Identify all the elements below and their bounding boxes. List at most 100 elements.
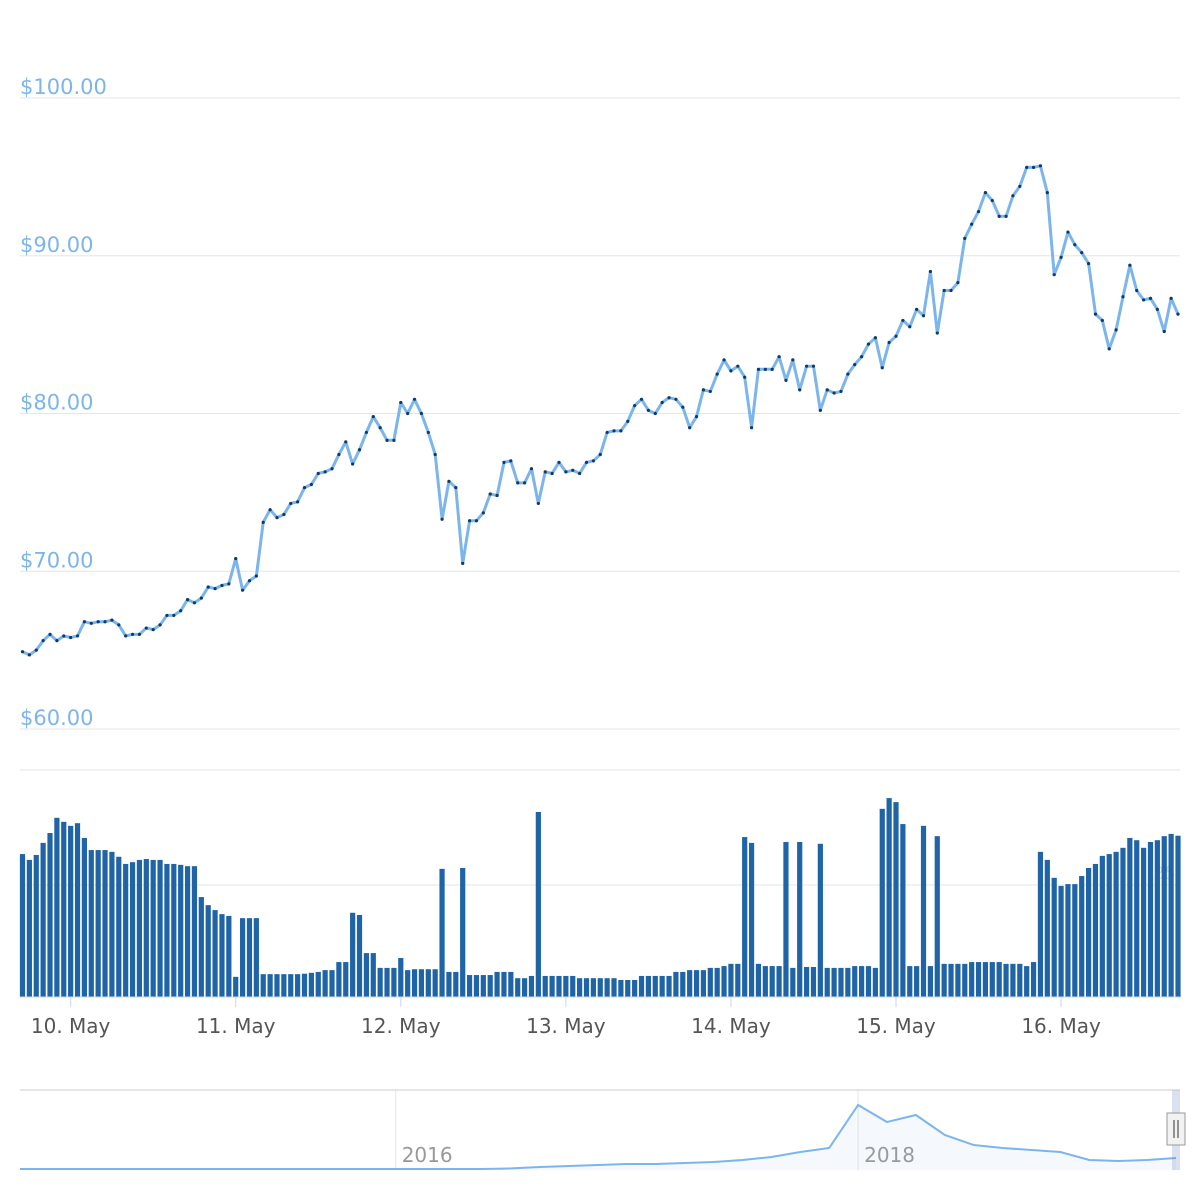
price-marker xyxy=(454,486,458,490)
price-marker xyxy=(179,609,183,613)
price-marker xyxy=(653,411,657,416)
price-marker xyxy=(915,307,919,311)
volume-bar xyxy=(659,975,665,997)
volume-bar xyxy=(1120,847,1126,997)
volume-bar xyxy=(164,863,170,997)
volume-bar xyxy=(480,975,486,997)
price-marker xyxy=(949,288,953,293)
volume-bar xyxy=(150,859,156,997)
volume-bar xyxy=(852,966,858,997)
volume-bar xyxy=(157,859,163,997)
volume-bar xyxy=(198,897,204,997)
volume-bar xyxy=(975,962,982,997)
volume-bar xyxy=(748,842,755,997)
navigator-label: 2018 xyxy=(864,1143,915,1167)
price-marker xyxy=(110,618,114,622)
price-marker xyxy=(784,378,788,382)
price-marker xyxy=(495,493,499,498)
price-marker xyxy=(1011,194,1015,198)
price-marker xyxy=(344,440,348,444)
volume-bar xyxy=(590,978,596,997)
price-marker xyxy=(1031,165,1036,170)
price-marker xyxy=(41,639,45,643)
price-marker xyxy=(130,632,135,636)
price-marker xyxy=(1004,214,1008,218)
price-marker xyxy=(1142,298,1146,302)
volume-bar xyxy=(528,975,535,997)
price-marker xyxy=(736,364,740,368)
price-marker xyxy=(956,280,960,285)
y-tick-label: $100.00 xyxy=(20,75,107,99)
price-marker xyxy=(227,582,231,586)
price-marker xyxy=(55,639,59,643)
price-marker xyxy=(1176,312,1180,316)
volume-bar xyxy=(542,975,548,997)
price-marker xyxy=(144,626,148,630)
price-marker xyxy=(82,620,87,624)
volume-bar xyxy=(645,975,651,997)
price-marker xyxy=(701,388,706,392)
price-marker xyxy=(804,364,809,368)
price-marker xyxy=(983,191,988,195)
price-marker xyxy=(846,372,850,376)
volume-bar xyxy=(425,969,431,997)
volume-bar xyxy=(1127,837,1133,997)
volume-bar xyxy=(900,824,906,997)
price-marker xyxy=(461,561,465,565)
price-marker xyxy=(825,388,829,392)
price-marker xyxy=(426,430,430,435)
volume-bar xyxy=(267,974,273,997)
price-marker xyxy=(316,471,320,476)
price-marker xyxy=(674,397,678,401)
volume-bar xyxy=(1037,851,1044,997)
volume-bar xyxy=(460,867,466,997)
volume-bar xyxy=(597,978,603,997)
price-marker xyxy=(749,426,754,430)
volume-bar xyxy=(136,859,143,997)
volume-bar xyxy=(81,837,88,997)
price-marker xyxy=(770,367,774,371)
volume-bar xyxy=(109,851,115,997)
volume-bar xyxy=(714,967,720,997)
volume-bar xyxy=(934,836,940,997)
price-marker xyxy=(247,579,252,583)
price-marker xyxy=(763,367,767,371)
price-marker xyxy=(357,448,362,452)
volume-bar xyxy=(329,970,335,997)
price-marker xyxy=(1100,318,1104,323)
volume-bar xyxy=(219,914,225,997)
volume-bar xyxy=(1113,851,1119,997)
price-marker xyxy=(729,369,733,373)
volume-bar xyxy=(88,850,94,997)
x-tick-label: 12. May xyxy=(361,1014,441,1038)
volume-bar xyxy=(363,953,369,997)
price-marker xyxy=(694,415,699,419)
volume-bar xyxy=(556,975,562,997)
volume-bar xyxy=(673,971,679,997)
price-marker xyxy=(1121,295,1125,299)
volume-bar xyxy=(831,967,837,997)
volume-bar xyxy=(962,963,968,997)
volume-bar xyxy=(439,868,445,997)
y-tick-label: $90.00 xyxy=(20,233,93,257)
price-marker xyxy=(1169,296,1173,300)
volume-bar xyxy=(501,971,507,997)
price-marker xyxy=(481,511,485,515)
volume-bar xyxy=(886,798,892,997)
volume-bar xyxy=(666,975,672,997)
volume-bar xyxy=(274,974,280,997)
x-tick-label: 11. May xyxy=(196,1014,276,1038)
price-marker xyxy=(756,367,761,371)
price-marker xyxy=(96,620,100,624)
price-marker xyxy=(688,426,692,430)
volume-bar xyxy=(26,859,32,997)
volume-bar xyxy=(824,967,830,997)
navigator-handle[interactable] xyxy=(1166,1112,1186,1146)
volume-bar xyxy=(996,962,1002,997)
price-marker xyxy=(1025,165,1029,170)
volume-bar xyxy=(1085,867,1092,997)
price-marker xyxy=(172,613,176,618)
price-marker xyxy=(296,500,300,504)
volume-bar xyxy=(102,850,108,997)
price-marker xyxy=(646,408,650,412)
